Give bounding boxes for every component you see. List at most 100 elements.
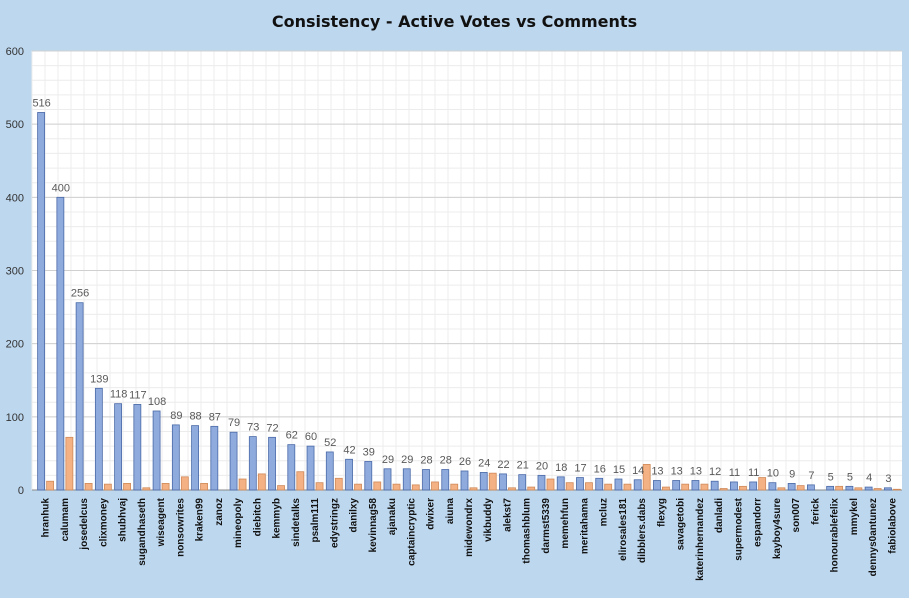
data-label: 72 bbox=[266, 422, 278, 434]
x-tick-label: espandorr bbox=[753, 498, 764, 547]
data-label: 29 bbox=[382, 454, 394, 466]
y-tick-label: 100 bbox=[6, 412, 24, 424]
bar-series-2 bbox=[565, 482, 574, 491]
data-label: 20 bbox=[536, 460, 548, 472]
data-label: 88 bbox=[189, 411, 201, 423]
bar-series-2 bbox=[642, 463, 651, 491]
bar-series-1 bbox=[229, 431, 238, 491]
data-label: 10 bbox=[767, 468, 779, 480]
x-tick-label: thomashblum bbox=[522, 498, 533, 564]
data-label: 26 bbox=[459, 456, 471, 468]
x-tick-label: katerinhernandez bbox=[695, 498, 706, 581]
bar-series-1 bbox=[383, 468, 392, 491]
y-tick-label: 300 bbox=[6, 266, 24, 278]
bar-series-2 bbox=[796, 485, 805, 491]
bar-series-2 bbox=[719, 488, 728, 491]
data-label: 60 bbox=[305, 431, 317, 443]
bar-series-1 bbox=[556, 476, 565, 491]
bar-series-2 bbox=[315, 482, 324, 491]
data-label: 73 bbox=[247, 422, 259, 434]
data-label: 15 bbox=[613, 464, 625, 476]
x-tick-label: memehfun bbox=[560, 498, 571, 549]
bar-series-1 bbox=[268, 436, 276, 491]
data-label: 21 bbox=[517, 460, 529, 472]
data-label: 42 bbox=[343, 444, 355, 456]
y-tick-label: 200 bbox=[6, 339, 24, 351]
bar-series-1 bbox=[325, 451, 334, 491]
bar-series-1 bbox=[210, 425, 219, 491]
bar-series-1 bbox=[864, 486, 873, 491]
bar-series-2 bbox=[123, 483, 131, 491]
y-tick-label: 500 bbox=[6, 119, 24, 131]
bar-series-1 bbox=[37, 112, 46, 491]
x-tick-label: supermodest bbox=[733, 497, 744, 560]
bar-series-2 bbox=[238, 478, 247, 491]
bar-series-2 bbox=[84, 483, 93, 491]
data-label: 24 bbox=[478, 457, 490, 469]
bar-series-2 bbox=[180, 476, 189, 491]
x-tick-label: nonsowrites bbox=[175, 498, 186, 557]
bar-series-2 bbox=[681, 483, 690, 491]
data-label: 16 bbox=[594, 463, 606, 475]
x-tick-label: wiseagent bbox=[156, 497, 167, 547]
y-tick-label: 0 bbox=[18, 485, 24, 497]
x-tick-label: honourablefelix bbox=[830, 498, 841, 573]
bar-series-1 bbox=[537, 474, 546, 491]
data-label: 256 bbox=[71, 288, 89, 300]
bar-series-2 bbox=[508, 487, 516, 491]
x-tick-label: alekst7 bbox=[502, 498, 513, 532]
bar-series-2 bbox=[431, 481, 439, 491]
bar-series-2 bbox=[662, 486, 670, 491]
x-tick-label: diebitch bbox=[252, 498, 263, 536]
data-label: 79 bbox=[228, 417, 240, 429]
data-label: 28 bbox=[420, 455, 432, 467]
x-tick-label: dwixer bbox=[426, 498, 437, 530]
bar-series-1 bbox=[171, 424, 180, 491]
bar-series-2 bbox=[873, 488, 882, 491]
x-tick-label: savagetobi bbox=[676, 498, 687, 550]
bar-series-1 bbox=[441, 469, 450, 491]
x-tick-label: kayboy4sure bbox=[772, 498, 783, 560]
bar-series-2 bbox=[892, 488, 901, 491]
bar-series-1 bbox=[460, 470, 469, 491]
x-tick-label: meritahama bbox=[579, 498, 590, 555]
data-label: 13 bbox=[671, 465, 683, 477]
bar-series-1 bbox=[710, 480, 719, 491]
x-tick-label: mmykel bbox=[849, 498, 860, 535]
bar-series-2 bbox=[334, 477, 343, 491]
x-tick-label: clixmoney bbox=[98, 498, 109, 547]
bar-series-2 bbox=[604, 483, 613, 491]
data-label: 28 bbox=[440, 455, 452, 467]
x-tick-label: captaincryptic bbox=[406, 498, 417, 566]
x-tick-label: shubhvaj bbox=[118, 498, 129, 542]
bar-series-2 bbox=[161, 483, 170, 491]
data-label: 11 bbox=[729, 467, 740, 479]
x-tick-label: kraken99 bbox=[195, 498, 206, 542]
x-tick-label: danilxy bbox=[349, 498, 360, 533]
x-tick-label: fabiolabove bbox=[887, 498, 898, 554]
x-tick-label: vikbuddy bbox=[483, 498, 494, 542]
y-tick-label: 400 bbox=[6, 192, 24, 204]
bar-series-2 bbox=[623, 483, 632, 491]
data-label: 5 bbox=[847, 471, 853, 483]
bar-series-1 bbox=[614, 478, 623, 491]
bar-series-1 bbox=[248, 436, 257, 491]
bar-series-2 bbox=[835, 485, 844, 491]
bar-series-1 bbox=[479, 472, 488, 491]
x-tick-label: sindetalks bbox=[291, 498, 302, 547]
bar-series-1 bbox=[595, 477, 604, 491]
bar-series-2 bbox=[103, 483, 112, 491]
bar-series-1 bbox=[345, 458, 353, 491]
x-tick-label: elirosales181 bbox=[618, 498, 629, 561]
bar-series-1 bbox=[672, 480, 681, 491]
x-tick-label: darmst5339 bbox=[541, 498, 552, 554]
bar-series-1 bbox=[56, 196, 65, 491]
bar-series-2 bbox=[758, 477, 767, 491]
x-tick-label: kevinnag58 bbox=[368, 498, 379, 553]
x-tick-label: ajanaku bbox=[387, 498, 398, 535]
bar-series-1 bbox=[191, 425, 199, 491]
bar-series-1 bbox=[653, 480, 661, 491]
data-label: 9 bbox=[789, 468, 795, 480]
